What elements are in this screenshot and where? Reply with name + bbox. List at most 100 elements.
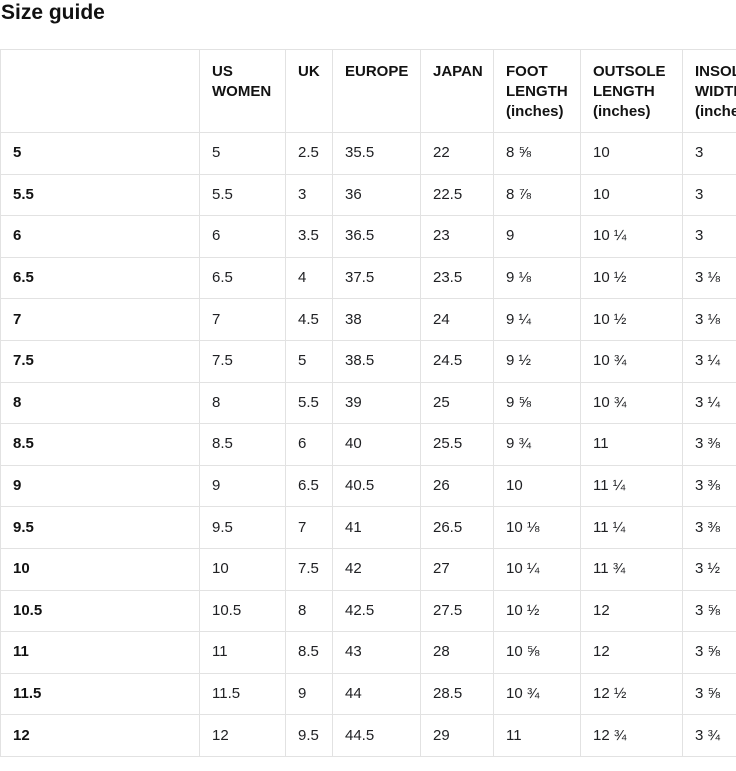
size-guide-table: US WOMEN UK EUROPE JAPAN FOOT LENGTH (inches…: [0, 49, 736, 757]
table-cell: 25: [420, 381, 494, 425]
table-cell: 8 ⅞: [493, 173, 581, 217]
table-cell: 10 ¾: [580, 339, 683, 383]
table-cell: 4: [285, 256, 333, 300]
size-label-cell: 6: [0, 215, 200, 258]
table-cell: 10 ½: [580, 298, 683, 341]
table-cell: 22: [420, 132, 494, 175]
table-cell: 12: [199, 714, 286, 757]
table-cell: 3: [682, 173, 736, 217]
table-cell: 11 ¾: [580, 547, 683, 591]
table-cell: 3 ⅛: [682, 298, 736, 341]
table-cell: 10 ¼: [580, 215, 683, 258]
table-cell: 8: [285, 589, 333, 633]
table-cell: 2.5: [285, 132, 333, 175]
table-cell: 26.5: [420, 506, 494, 549]
table-cell: 3 ⅝: [682, 631, 736, 674]
table-row: 5 5 2.5 35.5 22 8 ⅝ 10 3: [0, 132, 736, 175]
table-cell: 10: [580, 132, 683, 175]
table-cell: 3 ¼: [682, 339, 736, 383]
column-header: EUROPE: [332, 49, 421, 133]
table-cell: 26: [420, 464, 494, 508]
table-cell: 10 ½: [580, 256, 683, 300]
table-cell: 6: [199, 215, 286, 258]
table-cell: 9 ⅛: [493, 256, 581, 300]
table-cell: 10 ¾: [580, 381, 683, 425]
table-cell: 3: [682, 215, 736, 258]
size-label-cell: 7: [0, 298, 200, 341]
table-cell: 9: [493, 215, 581, 258]
table-cell: 6: [285, 423, 333, 466]
size-label-cell: 12: [0, 714, 200, 757]
table-cell: 9 ½: [493, 339, 581, 383]
table-cell: 12: [580, 589, 683, 633]
table-cell: 27.5: [420, 589, 494, 633]
size-label-cell: 8.5: [0, 423, 200, 466]
table-cell: 3 ⅜: [682, 506, 736, 549]
size-label-cell: 6.5: [0, 256, 200, 300]
table-cell: 9.5: [199, 506, 286, 549]
size-label-cell: 10: [0, 547, 200, 591]
table-cell: 3: [682, 132, 736, 175]
size-label-cell: 9.5: [0, 506, 200, 549]
table-cell: 9.5: [285, 714, 333, 757]
table-cell: 10 ⅛: [493, 506, 581, 549]
table-row: 8.5 8.5 6 40 25.5 9 ¾ 11 3 ⅜: [0, 423, 736, 466]
table-cell: 37.5: [332, 256, 421, 300]
column-header: OUTSOLE LENGTH (inches): [580, 49, 683, 133]
table-cell: 40.5: [332, 464, 421, 508]
table-cell: 6.5: [199, 256, 286, 300]
table-cell: 7: [199, 298, 286, 341]
table-cell: 36.5: [332, 215, 421, 258]
size-label-cell: 8: [0, 381, 200, 425]
table-cell: 10 ¾: [493, 672, 581, 716]
size-label-cell: 5: [0, 132, 200, 175]
table-cell: 41: [332, 506, 421, 549]
table-cell: 3 ⅜: [682, 423, 736, 466]
table-cell: 12 ½: [580, 672, 683, 716]
table-cell: 24.5: [420, 339, 494, 383]
table-cell: 11.5: [199, 672, 286, 716]
column-header: INSOLE WIDTH (inches): [682, 49, 736, 133]
table-cell: 7.5: [199, 339, 286, 383]
table-cell: 23.5: [420, 256, 494, 300]
table-cell: 22.5: [420, 173, 494, 217]
table-cell: 44: [332, 672, 421, 716]
table-cell: 24: [420, 298, 494, 341]
table-cell: 6.5: [285, 464, 333, 508]
column-header: US WOMEN: [199, 49, 286, 133]
table-cell: 23: [420, 215, 494, 258]
table-cell: 11: [493, 714, 581, 757]
table-cell: 10: [580, 173, 683, 217]
table-cell: 3: [285, 173, 333, 217]
table-cell: 12: [580, 631, 683, 674]
table-cell: 29: [420, 714, 494, 757]
table-cell: 3 ⅝: [682, 589, 736, 633]
table-cell: 43: [332, 631, 421, 674]
table-cell: 7: [285, 506, 333, 549]
table-cell: 4.5: [285, 298, 333, 341]
table-cell: 10: [199, 547, 286, 591]
table-cell: 40: [332, 423, 421, 466]
table-cell: 3 ⅜: [682, 464, 736, 508]
table-cell: 8.5: [285, 631, 333, 674]
table-cell: 11: [199, 631, 286, 674]
size-label-cell: 10.5: [0, 589, 200, 633]
table-row: 10.5 10.5 8 42.5 27.5 10 ½ 12 3 ⅝: [0, 589, 736, 633]
table-row: 11 11 8.5 43 28 10 ⅝ 12 3 ⅝: [0, 631, 736, 674]
column-header: [0, 49, 200, 133]
table-cell: 36: [332, 173, 421, 217]
table-cell: 27: [420, 547, 494, 591]
table-cell: 7.5: [285, 547, 333, 591]
table-cell: 3 ¼: [682, 381, 736, 425]
column-header: FOOT LENGTH (inches): [493, 49, 581, 133]
table-cell: 12 ¾: [580, 714, 683, 757]
table-cell: 5: [199, 132, 286, 175]
table-row: 5.5 5.5 3 36 22.5 8 ⅞ 10 3: [0, 173, 736, 217]
